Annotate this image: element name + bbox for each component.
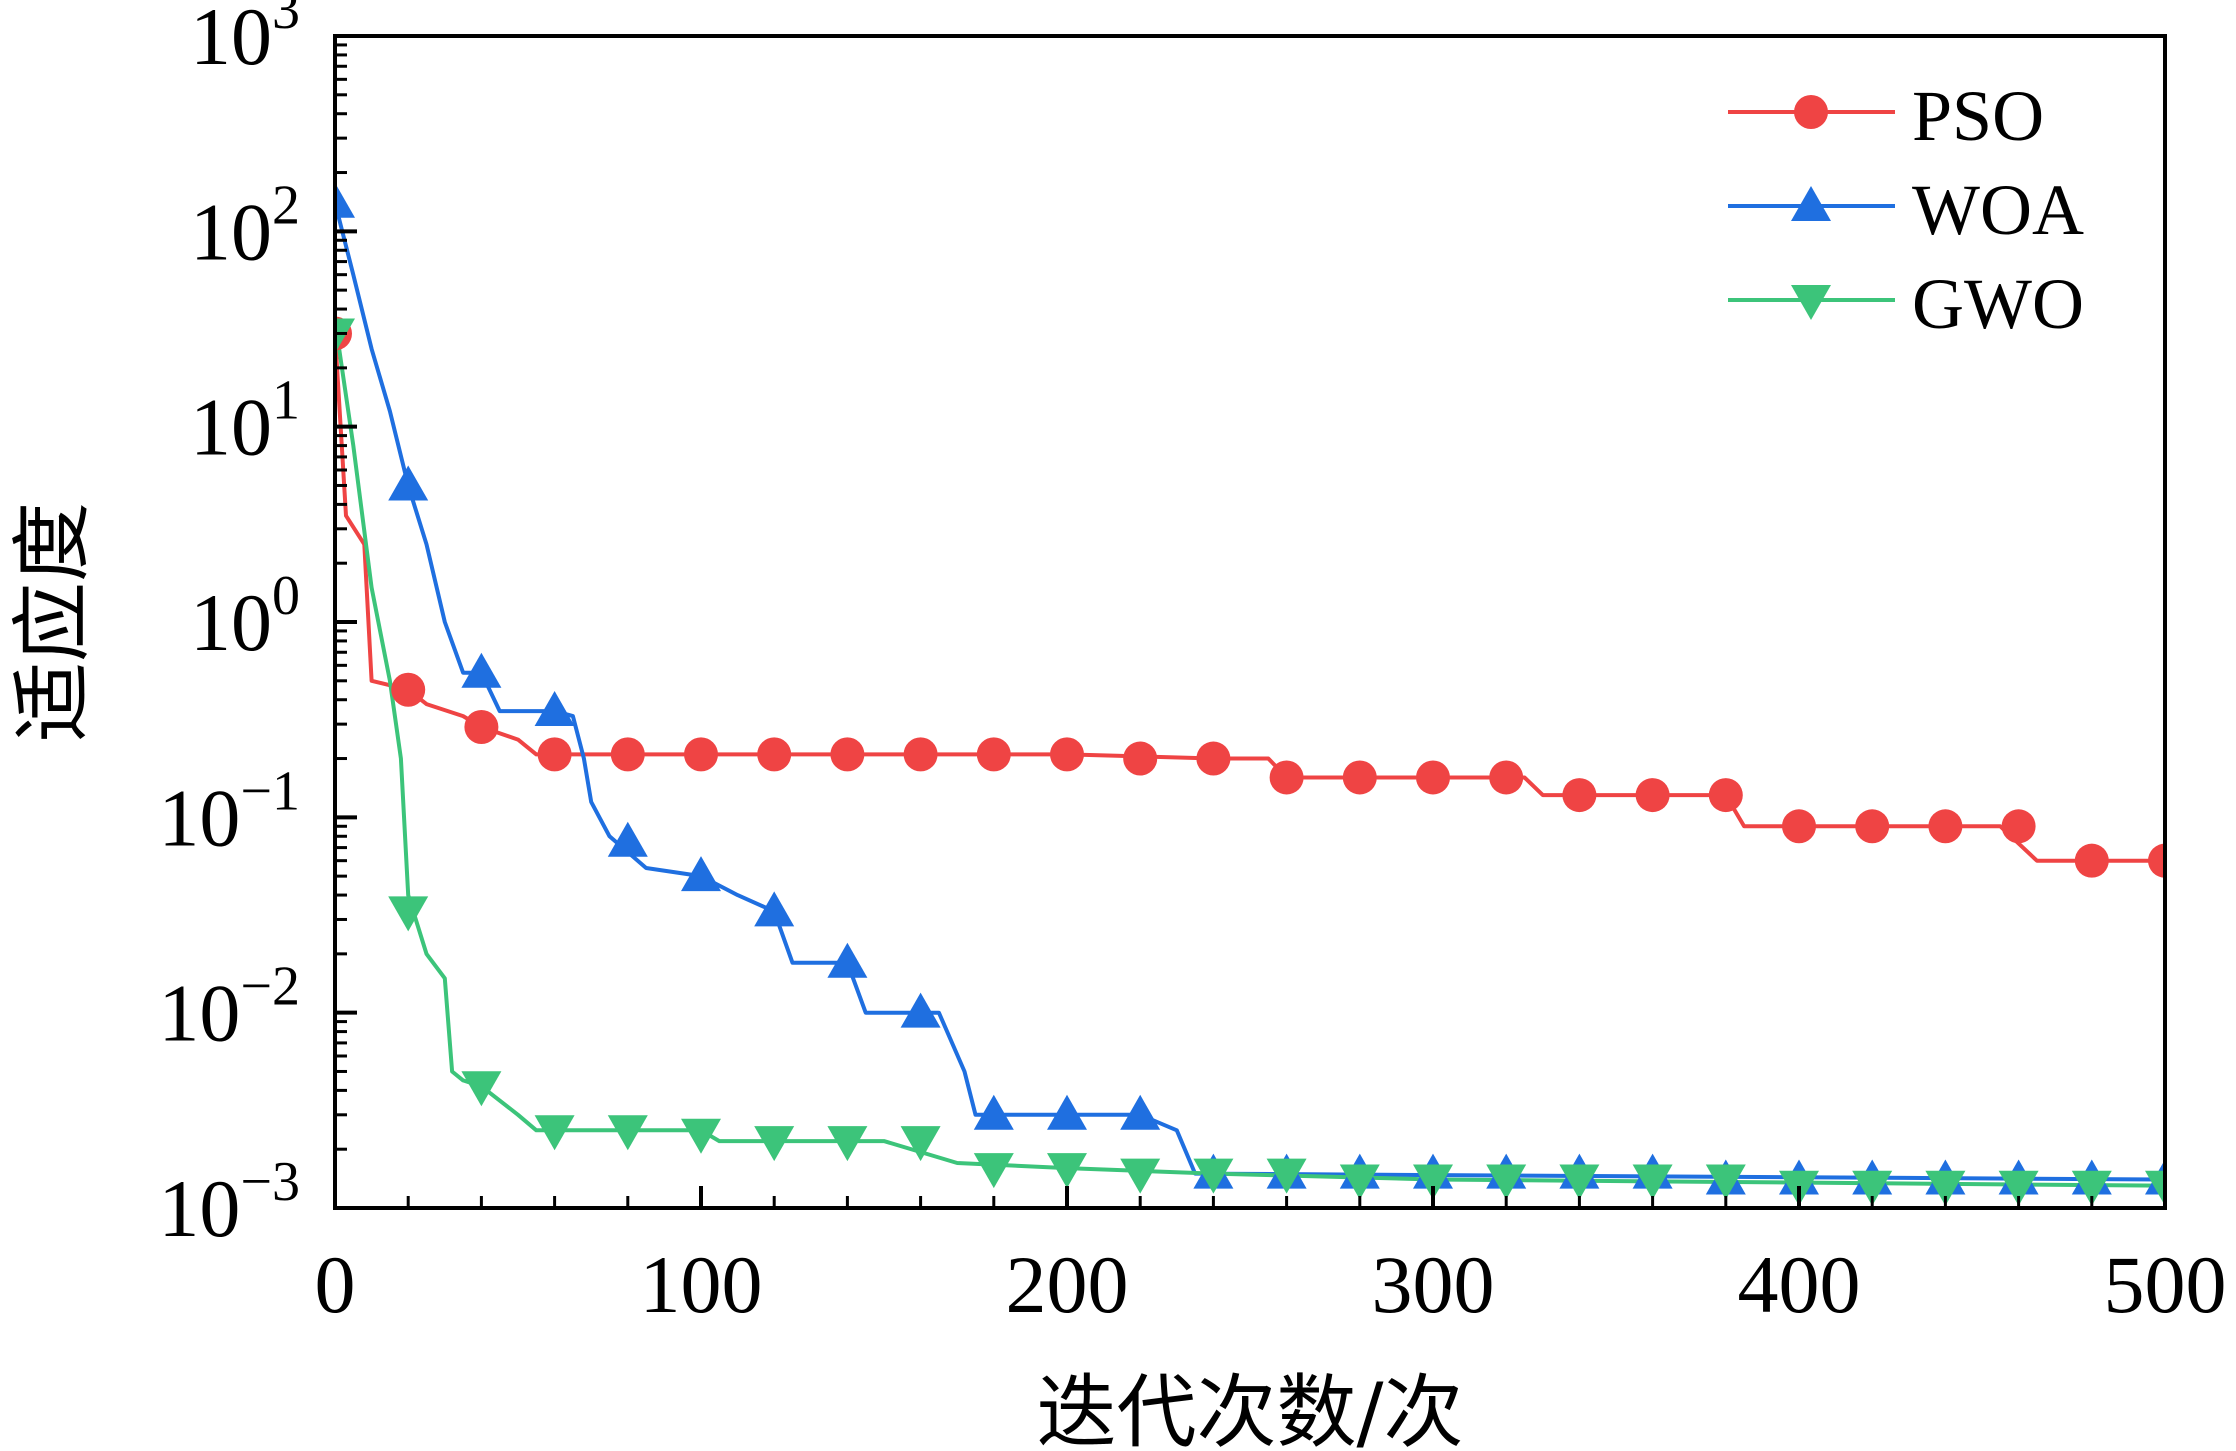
woa-data-point (388, 465, 429, 501)
x-tick-label: 500 (2104, 1239, 2227, 1330)
pso-data-point (1196, 741, 1231, 776)
legend-label-gwo: GWO (1912, 264, 2084, 344)
x-tick-label: 0 (315, 1239, 356, 1330)
pso-data-point (610, 737, 645, 772)
axis-ticks (333, 34, 2167, 1210)
pso-data-point (684, 737, 718, 772)
woa-data-point (1047, 1094, 1087, 1130)
pso-data-point (1708, 778, 1743, 813)
legend-item-woa: WOA (1728, 170, 2084, 250)
x-tick-label: 300 (1372, 1239, 1495, 1330)
woa-markers (333, 182, 2167, 1195)
gwo-data-point (681, 1118, 721, 1154)
y-axis-title: 适应度 (6, 502, 99, 742)
gwo-data-point (388, 896, 429, 932)
pso-data-point (1123, 741, 1158, 776)
y-tick-label: 10−3 (158, 1151, 300, 1254)
woa-data-point (973, 1094, 1014, 1130)
series-layer (333, 182, 2167, 1206)
woa-data-point (461, 652, 502, 688)
gwo-data-point (1486, 1164, 1527, 1200)
x-tick-label: 400 (1738, 1239, 1861, 1330)
pso-data-point (1928, 809, 1963, 844)
pso-data-point (2148, 843, 2167, 878)
gwo-data-point (333, 318, 355, 354)
pso-data-point (1562, 778, 1597, 813)
pso-data-point (1489, 760, 1524, 795)
woa-data-point (681, 856, 721, 892)
legend-marker-pso (1794, 95, 1828, 129)
gwo-data-point (973, 1153, 1014, 1189)
woa-data-point (827, 942, 868, 978)
gwo-data-point (1852, 1170, 1893, 1206)
gwo-data-point (1193, 1158, 1234, 1194)
y-tick-label: 10−1 (158, 760, 300, 863)
pso-data-point (1416, 760, 1450, 795)
pso-data-point (1855, 809, 1890, 844)
gwo-data-point (827, 1126, 868, 1162)
legend-marker-gwo (1791, 285, 1831, 320)
gwo-data-point (1632, 1164, 1673, 1200)
gwo-data-point (1047, 1153, 1087, 1189)
pso-data-point (537, 737, 572, 772)
y-tick-label: 100 (190, 565, 300, 668)
pso-series-line (333, 333, 2165, 863)
gwo-data-point (1413, 1164, 1453, 1200)
woa-data-point (534, 691, 575, 727)
legend-item-pso: PSO (1728, 76, 2044, 156)
pso-data-point (1342, 760, 1377, 795)
gwo-data-point (534, 1115, 575, 1151)
y-tick-label: 103 (190, 0, 300, 82)
gwo-data-point (1705, 1164, 1746, 1200)
x-tick-label: 100 (640, 1239, 763, 1330)
plot-area-frame (333, 34, 2167, 1210)
gwo-data-point (461, 1071, 502, 1107)
x-axis-title: 迭代次数/次 (1037, 1366, 1464, 1451)
pso-data-point (976, 737, 1011, 772)
legend-marker-woa (1791, 186, 1831, 221)
pso-data-point (903, 737, 938, 772)
legend: PSO WOA GWO (1728, 76, 2084, 344)
gwo-data-point (1559, 1164, 1600, 1200)
gwo-data-point (900, 1126, 941, 1162)
legend-label-woa: WOA (1912, 170, 2084, 250)
gwo-data-point (754, 1126, 795, 1162)
pso-data-point (1269, 760, 1304, 795)
gwo-data-point (2071, 1170, 2112, 1206)
y-tick-label: 10−2 (158, 956, 300, 1059)
gwo-data-point (1339, 1164, 1380, 1200)
legend-item-gwo: GWO (1728, 264, 2084, 344)
gwo-markers (333, 318, 2167, 1206)
woa-data-point (900, 992, 941, 1028)
gwo-data-point (1998, 1170, 2039, 1206)
pso-data-point (2074, 843, 2109, 878)
y-tick-label: 102 (190, 174, 300, 277)
gwo-data-point (607, 1115, 648, 1151)
pso-data-point (1050, 737, 1084, 772)
gwo-data-point (1266, 1158, 1307, 1194)
legend-label-pso: PSO (1912, 76, 2044, 156)
woa-data-point (333, 182, 355, 218)
pso-data-point (1782, 809, 1816, 844)
woa-series-line (333, 202, 2166, 1182)
woa-data-point (1120, 1094, 1161, 1130)
pso-data-point (391, 672, 426, 707)
pso-data-point (464, 710, 499, 745)
pso-markers (333, 316, 2167, 878)
pso-data-point (1635, 778, 1670, 813)
gwo-data-point (1120, 1158, 1161, 1194)
x-tick-label: 200 (1006, 1239, 1129, 1330)
pso-data-point (830, 737, 865, 772)
tick-labels: 0 100 200 300 400 500 103 102 101 100 10−1 10−2 10−3 (158, 0, 2226, 1330)
pso-data-point (2001, 809, 2036, 844)
y-tick-label: 101 (190, 370, 300, 473)
gwo-data-point (2145, 1170, 2167, 1206)
gwo-data-point (1925, 1170, 1966, 1206)
woa-data-point (607, 821, 648, 857)
woa-data-point (754, 891, 795, 927)
pso-data-point (757, 737, 792, 772)
